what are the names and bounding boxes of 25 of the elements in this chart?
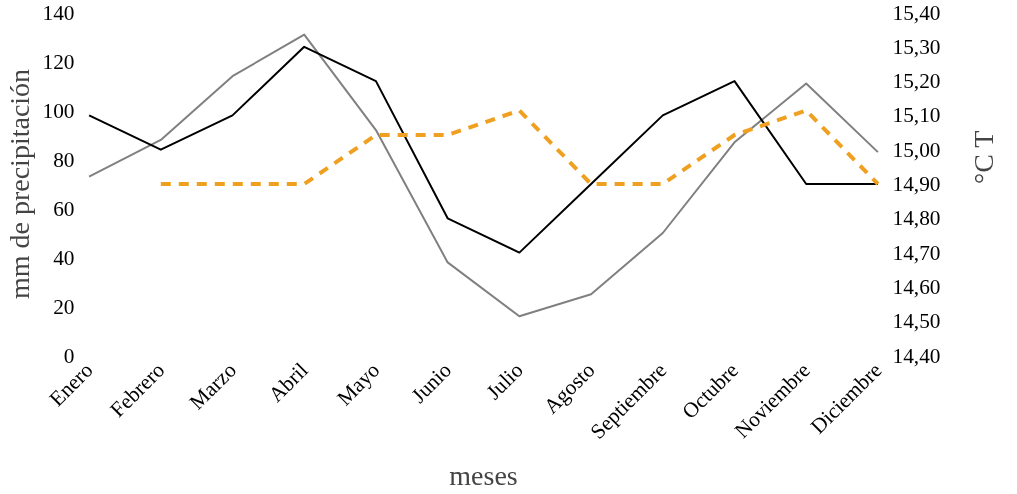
y2-tick-label: 14,50: [892, 309, 941, 334]
y2-tick-label: 14,40: [892, 343, 941, 368]
y-tick-label: 80: [53, 147, 75, 172]
y2-tick-label: 15,10: [892, 103, 941, 128]
y-tick-label: 120: [42, 49, 75, 74]
y2-tick-label: 15,40: [892, 0, 941, 25]
y2-axis-title: °C T: [967, 130, 999, 184]
y-tick-label: 20: [53, 294, 75, 319]
line-series: [88, 45, 879, 254]
x-tick-label: Julio: [481, 358, 528, 405]
x-axis-title: meses: [449, 460, 518, 492]
y-tick-label: 40: [53, 245, 75, 270]
y-tick-label: 140: [42, 0, 75, 25]
y-tick-label: 100: [42, 98, 75, 123]
y2-tick-label: 15,20: [892, 69, 941, 94]
y-tick-label: 0: [63, 343, 75, 368]
y2-tick-label: 14,60: [892, 274, 941, 299]
y2-tick-label: 15,00: [892, 137, 941, 162]
y2-tick-label: 14,70: [892, 240, 941, 265]
y2-tick-label: 15,30: [892, 34, 941, 59]
line-series: [88, 33, 879, 318]
y-tick-label: 60: [53, 196, 75, 221]
y-axis-title: mm de precipitación: [3, 68, 35, 300]
y2-tick-label: 14,90: [892, 172, 941, 196]
y2-tick-label: 14,80: [892, 206, 941, 231]
